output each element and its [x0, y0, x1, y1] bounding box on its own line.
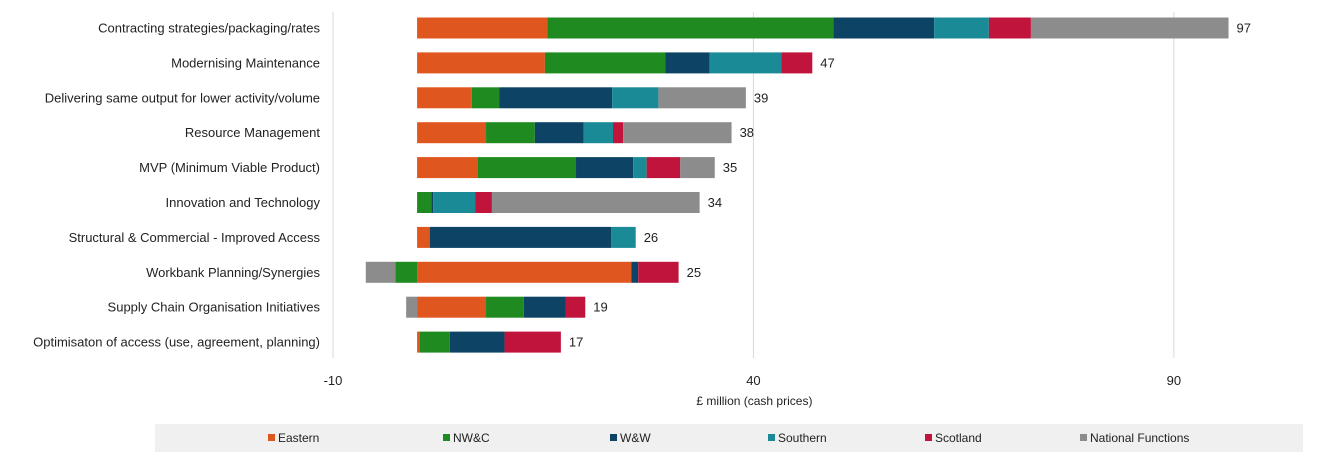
bar-segment	[565, 296, 586, 318]
bar-segment	[544, 52, 666, 74]
bar-segment	[709, 52, 782, 74]
category-label: Contracting strategies/packaging/rates	[98, 21, 320, 36]
bar-segment	[406, 296, 418, 318]
bar-segment	[523, 296, 566, 318]
bar-segment	[486, 122, 535, 144]
category-label: Supply Chain Organisation Initiatives	[108, 300, 321, 315]
total-data-label: 97	[1237, 21, 1251, 36]
legend-swatch	[268, 434, 275, 441]
bar-segments	[365, 17, 1229, 353]
bar-segment	[449, 331, 505, 353]
bar-segment	[419, 331, 450, 353]
bar-segment	[534, 122, 584, 144]
total-data-label: 34	[708, 195, 722, 210]
legend-entry: Southern	[778, 431, 827, 445]
category-labels: Contracting strategies/packaging/rates Mo…	[33, 21, 320, 350]
x-axis-title: £ million (cash prices)	[696, 394, 812, 408]
bar-segment	[433, 192, 476, 213]
bar-segment	[781, 52, 813, 74]
bar-segment	[491, 192, 700, 213]
category-label: Optimisaton of access (use, agreement, p…	[33, 335, 320, 350]
bar-segment	[417, 192, 432, 213]
legend-background	[155, 424, 1303, 452]
bar-segment	[417, 17, 548, 39]
bar-segment	[417, 52, 545, 74]
x-tick-labels: -10 40 90	[324, 373, 1182, 388]
bar-segment	[417, 157, 478, 179]
bar-segment	[395, 261, 418, 283]
bar-segment	[658, 87, 746, 109]
bar-segment	[988, 17, 1031, 39]
legend-swatch	[610, 434, 617, 441]
bar-segment	[833, 17, 935, 39]
bar-segment	[612, 87, 659, 109]
x-tick-label: -10	[324, 373, 343, 388]
bar-segment	[417, 122, 487, 144]
legend-swatch	[768, 434, 775, 441]
bar-segment	[475, 192, 492, 213]
legend-swatch	[1080, 434, 1087, 441]
category-label: Modernising Maintenance	[171, 55, 320, 70]
category-label: Structural & Commercial - Improved Acces…	[69, 230, 321, 245]
category-label: Workbank Planning/Synergies	[146, 265, 320, 280]
category-label: Resource Management	[185, 125, 321, 140]
bar-segment	[417, 331, 420, 353]
total-data-label: 35	[723, 160, 737, 175]
bar-segment	[1030, 17, 1229, 39]
category-label: Delivering same output for lower activit…	[45, 90, 320, 105]
bar-segment	[631, 261, 639, 283]
legend-swatch	[443, 434, 450, 441]
bar-segment	[471, 87, 500, 109]
legend-entry: NW&C	[453, 431, 490, 445]
legend-entry: W&W	[620, 431, 651, 445]
category-label: MVP (Minimum Viable Product)	[139, 160, 320, 175]
legend-entry: Eastern	[278, 431, 319, 445]
total-data-label: 26	[644, 230, 658, 245]
bar-segment	[504, 331, 561, 353]
bar-segment	[547, 17, 834, 39]
bar-segment	[665, 52, 710, 74]
bar-segment	[486, 296, 524, 318]
bar-segment	[365, 261, 396, 283]
bar-segment	[417, 261, 632, 283]
x-tick-label: 90	[1167, 373, 1181, 388]
bar-segment	[638, 261, 679, 283]
x-tick-label: 40	[746, 373, 760, 388]
bar-segment	[680, 157, 715, 179]
bar-segment	[431, 192, 434, 213]
bar-segment	[417, 87, 472, 109]
bar-segment	[477, 157, 577, 179]
bar-segment	[576, 157, 634, 179]
bar-segment	[646, 157, 681, 179]
bar-segment	[583, 122, 614, 144]
legend-entry: National Functions	[1090, 431, 1189, 445]
bar-segment	[633, 157, 647, 179]
bar-segment	[611, 226, 636, 248]
legend-entry: Scotland	[935, 431, 982, 445]
bar-segment	[499, 87, 613, 109]
bar-segment	[934, 17, 989, 39]
total-data-label: 17	[569, 335, 583, 350]
bar-segment	[417, 296, 487, 318]
bar-segment	[417, 226, 430, 248]
total-labels: 97 47 39 38 35 34 26 25 19 17	[569, 21, 1251, 350]
legend-swatch	[925, 434, 932, 441]
total-data-label: 25	[687, 265, 701, 280]
total-data-label: 38	[740, 125, 754, 140]
bar-segment	[429, 226, 612, 248]
total-data-label: 19	[593, 300, 607, 315]
total-data-label: 47	[820, 55, 834, 70]
bar-segment	[613, 122, 624, 144]
category-label: Innovation and Technology	[166, 195, 321, 210]
bar-segment	[623, 122, 732, 144]
legend: Eastern NW&C W&W Southern Scotland National F…	[155, 424, 1303, 452]
total-data-label: 39	[754, 90, 768, 105]
